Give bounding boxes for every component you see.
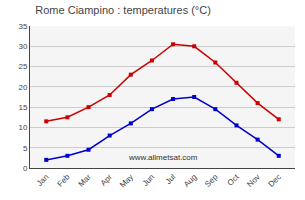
svg-text:Nov: Nov bbox=[245, 172, 261, 188]
svg-text:30: 30 bbox=[18, 42, 27, 51]
svg-text:0: 0 bbox=[23, 164, 28, 173]
svg-text:Feb: Feb bbox=[56, 172, 73, 189]
svg-text:Aug: Aug bbox=[182, 172, 198, 188]
svg-text:Sep: Sep bbox=[203, 172, 220, 189]
svg-text:35: 35 bbox=[18, 22, 27, 31]
svg-text:10: 10 bbox=[18, 123, 27, 132]
svg-text:Jun: Jun bbox=[141, 172, 156, 187]
svg-text:www.allmetsat.com: www.allmetsat.com bbox=[128, 153, 198, 162]
svg-text:Jul: Jul bbox=[164, 172, 178, 186]
svg-text:Apr: Apr bbox=[99, 172, 114, 187]
svg-text:20: 20 bbox=[18, 83, 27, 92]
svg-text:15: 15 bbox=[18, 103, 27, 112]
svg-text:May: May bbox=[118, 172, 135, 189]
svg-text:Jan: Jan bbox=[35, 172, 50, 187]
svg-text:Dec: Dec bbox=[267, 172, 283, 188]
svg-text:25: 25 bbox=[18, 62, 27, 71]
svg-text:Mar: Mar bbox=[77, 172, 93, 188]
svg-text:Oct: Oct bbox=[226, 172, 242, 188]
svg-text:Rome Ciampino : temperatures (: Rome Ciampino : temperatures (°C) bbox=[35, 4, 211, 16]
svg-text:5: 5 bbox=[23, 144, 28, 153]
